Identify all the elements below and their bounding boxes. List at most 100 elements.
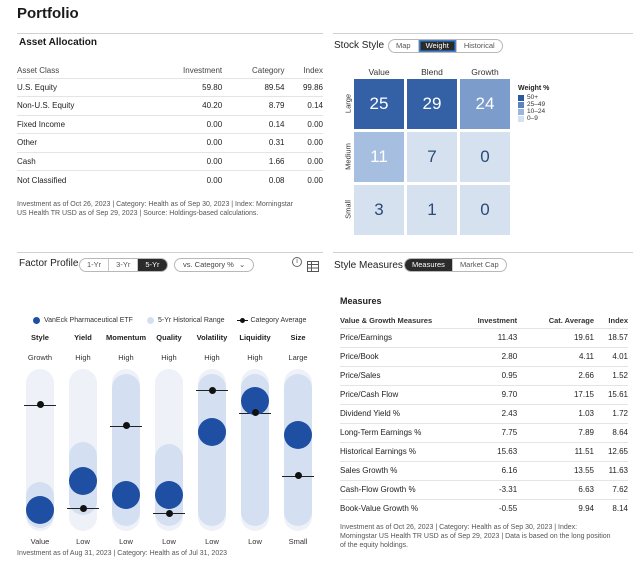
table-cell: 0.00: [147, 114, 223, 134]
measures-col-header: Value & Growth Measures: [340, 316, 433, 326]
table-cell: 0.95: [450, 365, 518, 385]
style-box-cell: 29: [407, 79, 457, 129]
factor-profile-divider: [17, 252, 323, 253]
style-box-cell: 1: [407, 185, 457, 235]
table-row: Price/Earnings 11.43 19.61 18.57: [340, 327, 628, 347]
weight-legend-item: 0–9: [518, 115, 549, 122]
factor-name: Quality: [156, 333, 182, 342]
style-measures-divider: [333, 252, 633, 253]
factor-name: Momentum: [106, 333, 146, 342]
style-row-label-small: Small: [343, 200, 353, 219]
table-cell: 6.63: [517, 479, 594, 499]
measures-tab[interactable]: Measures: [405, 259, 453, 271]
table-cell: 89.54: [222, 77, 285, 97]
table-cell: Cash: [17, 151, 147, 171]
factor-bottom-label: Low: [119, 537, 133, 546]
compare-dropdown-label: vs. Category %: [183, 260, 234, 269]
stock-style-view-toggle: Map Weight Historical: [388, 39, 503, 53]
table-cell: 17.15: [517, 384, 594, 404]
factor-top-label: Large: [288, 353, 308, 362]
factor-bottom-label: Small: [288, 537, 308, 546]
stock-style-tab-historical[interactable]: Historical: [463, 41, 495, 50]
table-cell: Price/Sales: [340, 365, 450, 385]
table-row: Price/Book 2.80 4.11 4.01: [340, 346, 628, 366]
asset-allocation-divider: [17, 33, 323, 34]
asset-allocation-col-header: Index: [303, 66, 323, 76]
factor-top-label: High: [247, 353, 263, 362]
factor-bottom-label: Low: [162, 537, 176, 546]
stock-style-tab-weight[interactable]: Weight: [418, 40, 457, 52]
period-tab-1yr[interactable]: 1-Yr: [80, 259, 110, 271]
table-cell: Not Classified: [17, 170, 147, 189]
table-cell: 0.14: [284, 96, 323, 115]
market-cap-tab[interactable]: Market Cap: [459, 260, 499, 269]
page-title: Portfolio: [17, 5, 79, 22]
chevron-down-icon: ⌄: [238, 260, 246, 269]
table-row: Cash 0.00 1.66 0.00: [17, 151, 323, 171]
factor-top-label: Growth: [27, 353, 53, 362]
table-row: Dividend Yield % 2.43 1.03 1.72: [340, 403, 628, 423]
factor-bottom-label: Value: [30, 537, 50, 546]
table-row: Long-Term Earnings % 7.75 7.89 8.64: [340, 422, 628, 442]
table-cell: 0.00: [284, 170, 323, 189]
fund-dot-icon: [33, 317, 40, 324]
table-row: Sales Growth % 6.16 13.55 11.63: [340, 460, 628, 480]
table-row: Not Classified 0.00 0.08 0.00: [17, 170, 323, 189]
style-box-grid: 25 29 24 11 7 0 3 1 0: [354, 79, 510, 235]
style-measures-title: Style Measures: [334, 260, 403, 271]
style-box-cell: 0: [460, 132, 510, 182]
factor-name: Size: [290, 333, 306, 342]
table-cell: 0.00: [284, 151, 323, 171]
factor-profile-footnote: Investment as of Aug 31, 2023 | Category…: [17, 550, 228, 557]
table-cell: 13.55: [517, 460, 594, 480]
compare-dropdown[interactable]: vs. Category % ⌄: [174, 258, 255, 272]
table-row: Book-Value Growth % -0.55 9.94 8.14: [340, 498, 628, 518]
asset-allocation-footnote-line: US Health TR USD as of Sep 29, 2023 | So…: [17, 210, 259, 217]
table-cell: 9.70: [450, 384, 518, 404]
table-cell: 4.11: [517, 346, 594, 366]
style-measures-footnote-line: Morningstar US Health TR USD as of Sep 2…: [340, 533, 611, 540]
style-col-label-blend: Blend: [421, 67, 443, 77]
table-row: Cash-Flow Growth % -3.31 6.63 7.62: [340, 479, 628, 499]
style-measures-table: Value & Growth Measures Investment Cat. Av…: [340, 316, 628, 518]
category-average-dot: [208, 386, 216, 394]
period-tab-3yr[interactable]: 3-Yr: [109, 259, 139, 271]
table-cell: 15.63: [450, 441, 518, 461]
asset-allocation-col-header: Category: [252, 66, 285, 76]
table-row: Fixed Income 0.00 0.14 0.00: [17, 114, 323, 134]
asset-allocation-footnote: Investment as of Oct 26, 2023 | Category…: [17, 200, 327, 218]
table-cell: 0.00: [147, 170, 223, 189]
factor-period-toggle: 1-Yr 3-Yr 5-Yr: [79, 258, 168, 272]
table-cell: 0.00: [284, 114, 323, 134]
factor-name: Liquidity: [239, 333, 271, 342]
asset-allocation-col-header: Asset Class: [17, 66, 60, 76]
table-cell: U.S. Equity: [17, 77, 147, 97]
stock-style-tab-map[interactable]: Map: [389, 40, 419, 52]
legend-range-label: 5-Yr Historical Range: [157, 317, 225, 324]
table-cell: Sales Growth %: [340, 460, 450, 480]
legend-category-label: Category Average: [250, 317, 307, 324]
legend-label: 50+: [527, 94, 539, 101]
table-cell: 11.51: [517, 441, 594, 461]
factor-top-label: High: [161, 353, 177, 362]
table-row: Other 0.00 0.31 0.00: [17, 133, 323, 152]
table-cell: 8.79: [222, 96, 285, 115]
table-cell: 7.62: [594, 479, 628, 499]
fund-exposure-dot: [112, 481, 140, 510]
weight-legend-item: 25–49: [518, 101, 549, 108]
style-box-cell: 3: [354, 185, 404, 235]
weight-legend-title: Weight %: [518, 85, 550, 92]
style-col-label-growth: Growth: [471, 67, 499, 77]
table-view-icon[interactable]: [307, 259, 319, 277]
category-average-dot: [36, 401, 44, 409]
table-cell: Price/Earnings: [340, 327, 450, 347]
period-tab-5yr[interactable]: 5-Yr: [138, 259, 167, 271]
fund-exposure-dot: [155, 481, 183, 510]
style-measures-toggle: Measures Market Cap: [404, 258, 507, 272]
info-icon[interactable]: i: [292, 257, 302, 267]
style-box-cell: 24: [460, 79, 510, 129]
measures-col-header: Index: [608, 316, 628, 326]
table-cell: 8.64: [594, 422, 628, 442]
style-measures-footnote: Investment as of Oct 26, 2023 | Category…: [340, 523, 635, 550]
weight-legend-item: 10–24: [518, 108, 549, 115]
